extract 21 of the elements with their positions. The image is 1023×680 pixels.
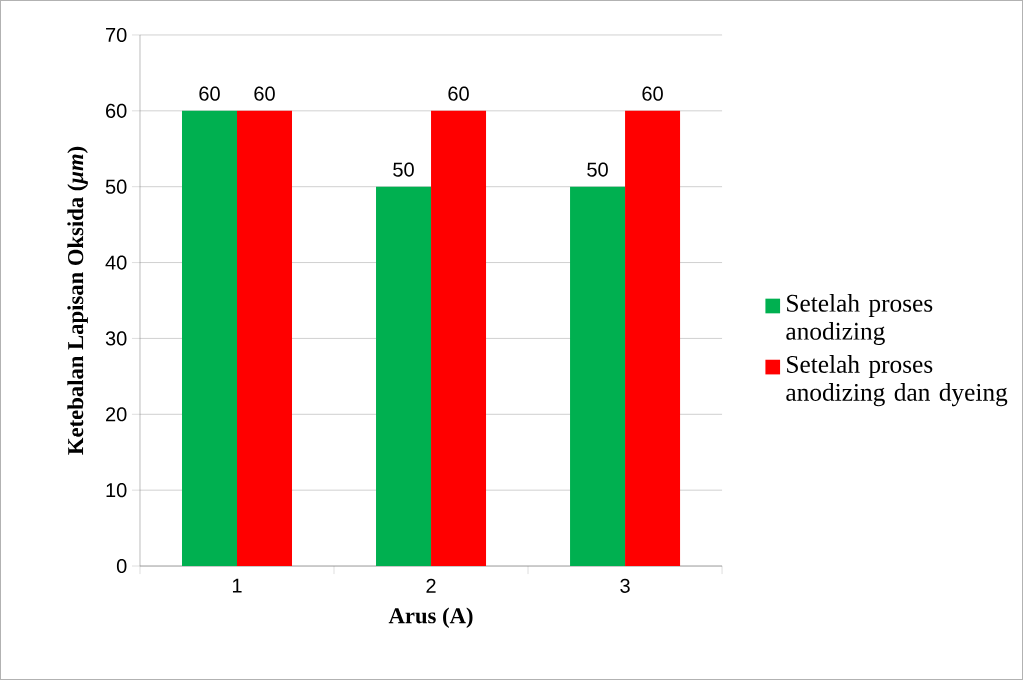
legend-label: Setelah proses anodizing [786, 294, 933, 346]
legend-label: Setelah proses anodizing dan dyeing [786, 355, 1008, 407]
y-tick-label: 70 [106, 27, 127, 43]
x-tick-label: 1 [232, 578, 242, 593]
data-label: 60 [448, 86, 469, 101]
data-label: 50 [393, 162, 414, 177]
y-tick-label: 0 [116, 558, 127, 574]
y-tick-label: 60 [106, 103, 127, 118]
y-tick-label: 30 [105, 331, 127, 346]
y-tick-label: 10 [106, 483, 127, 498]
x-axis-title: Arus (A) [388, 607, 473, 628]
y-tick-label: 50 [105, 179, 127, 194]
y-tick-label: 20 [106, 407, 127, 422]
x-tick-label: 3 [620, 578, 630, 593]
data-label: 50 [587, 162, 608, 177]
y-axis-title: Ketebalan Lapisan Oksida (μm) [67, 146, 88, 455]
x-tick-label: 2 [426, 578, 436, 593]
y-tick-label: 40 [105, 255, 127, 270]
data-label: 60 [254, 86, 275, 101]
data-label: 60 [199, 86, 220, 101]
data-label: 60 [642, 86, 663, 101]
